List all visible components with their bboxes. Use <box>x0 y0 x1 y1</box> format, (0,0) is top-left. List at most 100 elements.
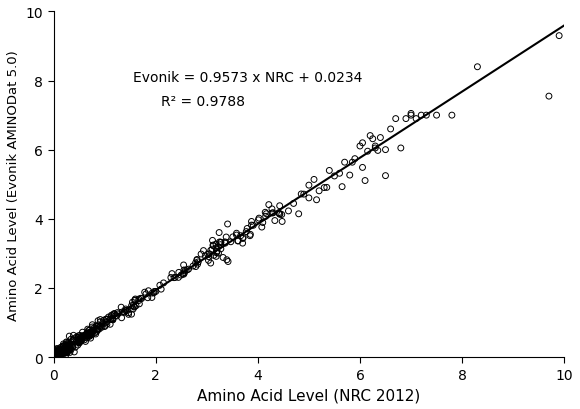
Point <box>135 301 144 307</box>
Point <box>140 289 149 296</box>
Point <box>222 257 231 263</box>
Point <box>180 270 189 276</box>
Point <box>61 345 71 351</box>
Point <box>79 333 88 339</box>
Point <box>60 344 70 351</box>
Point <box>64 342 74 348</box>
Point <box>55 351 64 357</box>
Point <box>71 339 81 345</box>
Point <box>110 311 119 317</box>
Point <box>67 339 76 346</box>
Point <box>77 337 86 344</box>
Point <box>63 344 72 350</box>
Point <box>92 328 101 335</box>
Point <box>107 312 116 319</box>
Point <box>61 346 70 352</box>
Point <box>83 326 92 333</box>
Point <box>124 311 133 318</box>
Point <box>363 148 372 155</box>
Point <box>49 352 59 358</box>
Point <box>59 351 68 357</box>
Point <box>304 195 314 202</box>
X-axis label: Amino Acid Level (NRC 2012): Amino Acid Level (NRC 2012) <box>197 387 420 402</box>
Point <box>56 348 65 355</box>
Point <box>49 350 59 357</box>
Point <box>78 329 87 336</box>
Point <box>96 324 105 330</box>
Point <box>58 344 67 351</box>
Point <box>62 348 71 354</box>
Point <box>66 345 75 351</box>
Point <box>109 311 118 317</box>
Point <box>74 338 84 344</box>
Point <box>208 246 217 253</box>
Point <box>74 333 83 339</box>
Point <box>238 235 248 241</box>
Point <box>191 260 200 267</box>
Point <box>66 349 75 356</box>
Point <box>176 272 186 279</box>
Point <box>63 344 72 350</box>
Point <box>86 335 95 342</box>
Point <box>147 290 157 297</box>
Point <box>143 295 153 301</box>
Point <box>238 240 247 247</box>
Point <box>65 333 74 339</box>
Point <box>55 354 64 360</box>
Point <box>350 156 360 162</box>
Point <box>544 94 553 100</box>
Point <box>55 346 64 353</box>
Point <box>269 210 278 216</box>
Point <box>58 343 67 350</box>
Point <box>183 267 192 274</box>
Point <box>59 344 68 350</box>
Point <box>304 182 314 189</box>
Point <box>56 347 66 353</box>
Point <box>368 136 378 143</box>
Point <box>60 346 70 353</box>
Point <box>106 321 115 328</box>
Point <box>95 323 104 329</box>
Point <box>206 247 215 254</box>
Point <box>254 217 263 224</box>
Point <box>75 339 84 346</box>
Point <box>447 112 456 119</box>
Point <box>258 220 267 226</box>
Point <box>144 288 153 294</box>
Point <box>242 229 251 235</box>
Point <box>77 336 86 342</box>
Point <box>52 346 61 352</box>
Point <box>396 145 405 152</box>
Point <box>180 267 190 274</box>
Point <box>216 246 226 252</box>
Point <box>358 140 367 147</box>
Point <box>50 352 60 359</box>
Point <box>60 344 69 351</box>
Point <box>61 352 70 358</box>
Point <box>81 332 90 338</box>
Point <box>61 345 70 351</box>
Point <box>82 330 92 336</box>
Point <box>86 329 96 335</box>
Point <box>56 346 65 353</box>
Point <box>49 348 59 355</box>
Point <box>179 267 188 274</box>
Point <box>90 330 99 336</box>
Point <box>62 347 71 354</box>
Point <box>52 349 61 355</box>
Point <box>249 222 258 229</box>
Point <box>371 144 380 150</box>
Point <box>113 311 122 317</box>
Point <box>381 147 390 153</box>
Point <box>356 144 365 150</box>
Point <box>87 330 96 337</box>
Point <box>68 344 77 351</box>
Point <box>63 342 72 348</box>
Point <box>52 350 61 356</box>
Point <box>391 116 400 123</box>
Point <box>97 324 107 331</box>
Point <box>64 340 73 346</box>
Point <box>340 160 349 166</box>
Point <box>61 339 71 345</box>
Point <box>147 294 157 301</box>
